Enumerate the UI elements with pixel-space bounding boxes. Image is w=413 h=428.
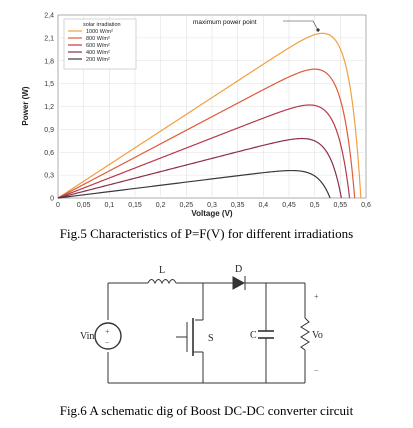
x-tick-label: 0,35 [231,202,245,209]
x-tick-label: 0,25 [180,202,194,209]
output-minus: − [314,366,319,375]
boost-converter-schematic [94,276,310,384]
legend-entry: 200 W/m² [86,57,110,63]
circuit-labels: L D S C Vin Vo + − + − [80,264,323,375]
mpp-annotation: maximum power point [193,19,320,32]
annotation-text: maximum power point [193,19,257,26]
x-axis-title: Voltage (V) [191,209,233,218]
annotation-pointer [312,20,319,31]
y-tick-label: 1,8 [44,58,54,65]
x-tick-labels: 0 0,05 0,1 0,15 0,2 0,25 0,3 0,35 0,4 0,45 0,5 0,55… [56,202,371,209]
source-minus: − [105,338,110,347]
label-switch: S [208,333,214,344]
label-capacitor: C [250,330,257,341]
y-tick-label: 0,6 [44,150,54,157]
y-tick-labels: 0 0,3 0,6 0,9 1,2 1,5 1,8 2,1 2,4 [44,13,54,203]
chart-grid [58,15,366,198]
x-tick-label: 0,5 [310,202,320,209]
y-tick-label: 0,3 [44,173,54,180]
figure-5-caption: Fig.5 Characteristics of P=F(V) for diff… [59,226,354,241]
output-plus: + [314,292,319,301]
x-tick-label: 0,45 [282,202,296,209]
mpp-marker [316,28,320,32]
label-inductor: L [159,265,165,276]
label-diode: D [235,264,242,275]
inductor-symbol [147,279,177,285]
x-tick-label: 0,4 [258,202,268,209]
x-tick-label: 0,6 [361,202,371,209]
x-tick-label: 0,2 [156,202,166,209]
legend-title: solar irradiation [83,22,121,28]
y-tick-label: 2,1 [44,35,54,42]
y-tick-label: 0,9 [44,127,54,134]
power-curve [57,68,356,199]
legend-entry: 800 W/m² [86,36,110,42]
x-tick-label: 0,1 [104,202,114,209]
x-tick-label: 0,55 [334,202,348,209]
x-tick-label: 0,15 [128,202,142,209]
y-tick-label: 0 [50,196,54,203]
y-tick-label: 1,5 [44,81,54,88]
power-curve [57,104,351,199]
legend-entry: 600 W/m² [86,43,110,49]
x-tick-label: 0 [56,202,60,209]
power-curve [57,169,331,199]
diode-symbol [232,276,246,290]
power-curve [57,137,342,199]
y-axis-title: Power (W) [21,86,30,125]
resistor-symbol [300,317,310,351]
figure-6-caption: Fig.6 A schematic dig of Boost DC-DC con… [59,403,354,418]
x-tick-label: 0,05 [77,202,91,209]
x-tick-label: 0,3 [207,202,217,209]
y-tick-label: 1,2 [44,104,54,111]
legend-entry: 1000 W/m² [86,29,113,35]
power-curve [57,32,362,199]
source-symbol [94,322,122,350]
label-input-voltage: Vin [80,331,94,342]
power-curves [57,32,362,199]
y-tick-label: 2,4 [44,13,54,20]
source-plus: + [105,327,110,336]
legend-entry: 400 W/m² [86,50,110,56]
legend-box [63,18,137,70]
label-output-voltage: Vo [312,330,323,341]
